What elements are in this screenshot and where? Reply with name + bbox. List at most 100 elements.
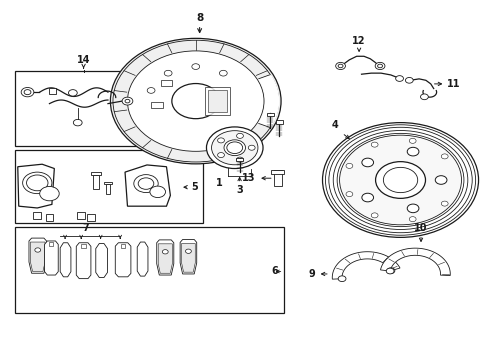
Circle shape (26, 175, 48, 191)
Circle shape (370, 142, 377, 147)
Bar (77, 212, 85, 219)
Circle shape (122, 97, 133, 105)
Circle shape (110, 39, 281, 164)
Polygon shape (125, 165, 170, 206)
Circle shape (236, 157, 243, 162)
Circle shape (420, 94, 427, 100)
Circle shape (217, 153, 224, 158)
Circle shape (147, 87, 155, 93)
Circle shape (440, 154, 447, 159)
Circle shape (346, 163, 352, 168)
Bar (81, 244, 85, 248)
Polygon shape (380, 248, 449, 275)
Text: 10: 10 (413, 223, 427, 233)
Circle shape (164, 70, 172, 76)
Polygon shape (158, 244, 172, 273)
Text: 6: 6 (271, 266, 278, 276)
Circle shape (226, 142, 242, 154)
Bar (160, 80, 172, 86)
Circle shape (211, 131, 257, 165)
Circle shape (127, 51, 264, 151)
Bar (49, 242, 53, 246)
Bar (105, 184, 110, 194)
Bar (87, 214, 95, 221)
Circle shape (386, 268, 393, 274)
Circle shape (138, 178, 154, 189)
Bar (15, 226, 283, 313)
Circle shape (335, 62, 345, 69)
Circle shape (361, 158, 373, 167)
Circle shape (248, 145, 255, 150)
Polygon shape (76, 243, 91, 279)
Text: 3: 3 (236, 185, 243, 195)
Circle shape (236, 133, 243, 138)
Circle shape (338, 276, 346, 282)
Circle shape (171, 84, 219, 119)
Polygon shape (30, 242, 45, 271)
Polygon shape (258, 75, 278, 127)
Circle shape (224, 140, 245, 156)
Circle shape (374, 62, 384, 69)
Polygon shape (157, 240, 173, 275)
Bar (49, 88, 56, 94)
Bar (266, 113, 273, 116)
Circle shape (21, 87, 34, 97)
Bar (15, 149, 203, 223)
Circle shape (339, 135, 461, 225)
Bar (15, 71, 166, 146)
Circle shape (125, 99, 130, 103)
Bar (207, 90, 227, 112)
Circle shape (395, 76, 403, 81)
Text: 9: 9 (308, 269, 315, 279)
Circle shape (407, 204, 418, 213)
Text: 14: 14 (77, 54, 90, 64)
Circle shape (383, 167, 417, 193)
Bar (236, 158, 243, 161)
Circle shape (361, 193, 373, 202)
Circle shape (40, 186, 59, 201)
Circle shape (162, 249, 168, 254)
Circle shape (73, 120, 82, 126)
Bar (121, 244, 125, 248)
Circle shape (191, 64, 199, 69)
Bar (270, 170, 284, 174)
Circle shape (377, 64, 382, 68)
Text: 4: 4 (331, 120, 337, 130)
Circle shape (113, 40, 278, 162)
Polygon shape (29, 238, 46, 273)
Circle shape (35, 248, 41, 252)
Text: 12: 12 (352, 36, 365, 46)
Text: 8: 8 (196, 13, 203, 23)
Bar (93, 175, 99, 189)
Polygon shape (180, 239, 196, 274)
Polygon shape (18, 164, 54, 208)
Polygon shape (44, 241, 58, 275)
Text: 13: 13 (242, 173, 255, 183)
Text: 11: 11 (447, 79, 460, 89)
Bar (205, 87, 229, 116)
Circle shape (407, 147, 418, 156)
Circle shape (150, 186, 165, 198)
Circle shape (370, 213, 377, 218)
Circle shape (206, 127, 263, 168)
Polygon shape (181, 243, 195, 272)
Bar (273, 170, 281, 186)
Polygon shape (96, 243, 107, 278)
Circle shape (408, 217, 415, 222)
Circle shape (440, 201, 447, 206)
Circle shape (134, 175, 158, 193)
Polygon shape (331, 252, 399, 279)
Bar (151, 102, 162, 108)
Circle shape (24, 90, 31, 95)
Circle shape (434, 176, 446, 184)
Text: 7: 7 (82, 223, 89, 233)
Text: 2: 2 (269, 91, 276, 101)
Bar (104, 182, 112, 184)
Polygon shape (115, 243, 131, 277)
Circle shape (337, 64, 342, 68)
Bar (33, 212, 41, 219)
Circle shape (22, 172, 52, 194)
Circle shape (217, 138, 224, 143)
Polygon shape (60, 243, 71, 277)
Polygon shape (137, 242, 148, 276)
